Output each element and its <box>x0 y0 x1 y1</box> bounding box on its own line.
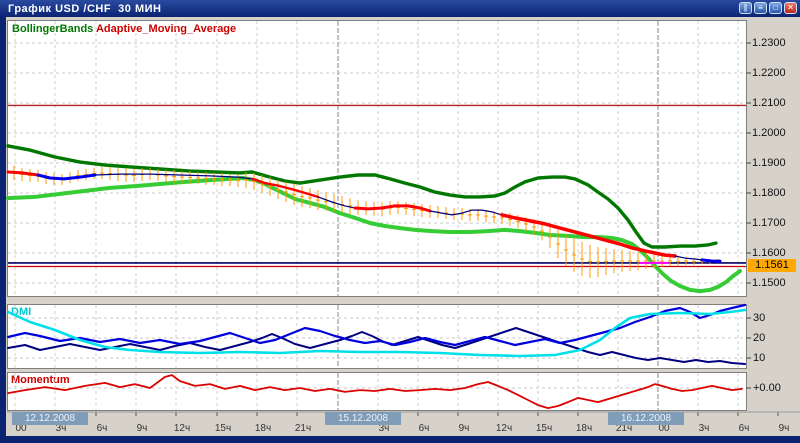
price-label: 1.2300 <box>752 37 786 49</box>
time-label: 3ч <box>378 423 390 434</box>
time-label: 12ч <box>173 423 191 434</box>
momentum-label: Momentum <box>11 374 70 386</box>
time-label: 15ч <box>214 423 232 434</box>
time-label: 12ч <box>495 423 513 434</box>
main-chart-panel[interactable] <box>7 20 747 297</box>
price-label: 1.1900 <box>752 157 786 169</box>
momentum-axis-label: +0.00 <box>753 382 781 394</box>
restore-button[interactable]: □ <box>769 2 782 14</box>
price-label: 1.1800 <box>752 187 786 199</box>
window-controls: ∥ ≡ □ ✕ <box>739 2 797 14</box>
bollinger-label: BollingerBands <box>12 23 94 35</box>
dmi-axis-label: 10 <box>753 352 766 364</box>
current-price-badge: 1.1561 <box>748 258 796 272</box>
time-label: 15ч <box>535 423 553 434</box>
date-box: 15.12.2008 <box>325 412 401 425</box>
price-label: 1.2000 <box>752 127 786 139</box>
price-label: 1.1700 <box>752 217 786 229</box>
momentum-panel[interactable] <box>7 372 747 411</box>
time-label: 18ч <box>575 423 593 434</box>
time-label: 3ч <box>55 423 67 434</box>
dmi-axis-label: 20 <box>753 332 766 344</box>
dmi-label: DMI <box>11 306 32 318</box>
time-label: 21ч <box>294 423 312 434</box>
window-border-bottom <box>0 436 800 443</box>
window-titlebar[interactable]: График USD /CHF 30 МИН ∥ ≡ □ ✕ <box>0 0 800 17</box>
time-label: 18ч <box>254 423 272 434</box>
date-box: 12.12.2008 <box>12 412 88 425</box>
time-label: 3ч <box>698 423 710 434</box>
time-label: 00 <box>15 423 27 434</box>
window-border-left <box>0 17 6 443</box>
time-label: 00 <box>658 423 670 434</box>
dmi-panel[interactable] <box>7 304 747 369</box>
time-label: 21ч <box>615 423 633 434</box>
time-label: 9ч <box>136 423 148 434</box>
main-indicator-legend: BollingerBands Adaptive_Moving_Average <box>12 23 236 35</box>
ama-label: Adaptive_Moving_Average <box>95 23 237 35</box>
date-box: 16.12.2008 <box>608 412 684 425</box>
time-label: 6ч <box>418 423 430 434</box>
time-label: 9ч <box>778 423 790 434</box>
minimize-button[interactable]: ≡ <box>754 2 767 14</box>
collapse-button[interactable]: ∥ <box>739 2 752 14</box>
time-label: 9ч <box>458 423 470 434</box>
price-label: 1.1500 <box>752 277 786 289</box>
dmi-axis-label: 30 <box>753 312 766 324</box>
price-label: 1.2200 <box>752 67 786 79</box>
time-label: 6ч <box>738 423 750 434</box>
price-label: 1.2100 <box>752 97 786 109</box>
window-title: График USD /CHF 30 МИН <box>8 2 162 15</box>
close-button[interactable]: ✕ <box>784 2 797 14</box>
price-label: 1.1600 <box>752 247 786 259</box>
time-label: 6ч <box>96 423 108 434</box>
